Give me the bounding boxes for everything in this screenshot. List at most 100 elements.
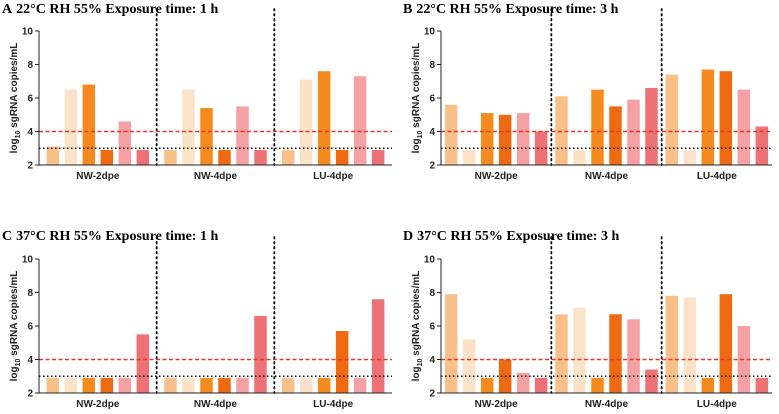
- bar-lu-4dpe-1: [281, 377, 295, 393]
- y-tick-label: 2: [27, 161, 33, 172]
- category-label: LU-4dpe: [313, 399, 353, 410]
- bar-lu-4dpe-4: [719, 294, 733, 393]
- bar-nw-2dpe-1: [46, 146, 60, 165]
- y-tick-label: 6: [27, 322, 33, 333]
- bar-nw-4dpe-6: [254, 315, 267, 393]
- y-tick-label: 6: [429, 94, 435, 105]
- category-label: NW-4dpe: [194, 171, 238, 182]
- bar-lu-4dpe-2: [683, 297, 697, 393]
- bar-nw-2dpe-3: [82, 84, 96, 165]
- bar-lu-4dpe-2: [683, 149, 697, 165]
- bar-nw-2dpe-5: [118, 121, 132, 165]
- bar-lu-4dpe-2: [299, 79, 313, 165]
- y-label-log: log: [9, 366, 20, 381]
- y-label-rest: sgRNA copies/mL: [9, 43, 20, 131]
- bar-nw-4dpe-3: [591, 377, 604, 393]
- y-tick-label: 8: [429, 288, 435, 299]
- bar-lu-4dpe-1: [665, 74, 679, 165]
- bar-nw-4dpe-1: [555, 96, 568, 165]
- y-label-subscript: 10: [417, 358, 424, 366]
- panel-letter: B: [403, 2, 412, 17]
- y-tick-label: 10: [424, 255, 436, 266]
- panel-title: D 37°C RH 55% Exposure time: 3 h: [403, 229, 619, 244]
- bar-nw-4dpe-4: [218, 149, 231, 165]
- bar-lu-4dpe-2: [299, 377, 313, 393]
- y-tick-label: 10: [22, 27, 34, 38]
- bar-nw-4dpe-2: [573, 149, 586, 165]
- y-label-subscript: 10: [15, 130, 22, 138]
- bar-nw-2dpe-3: [480, 113, 494, 165]
- bar-nw-2dpe-3: [480, 377, 494, 393]
- bar-nw-2dpe-2: [462, 149, 476, 165]
- bar-nw-2dpe-6: [534, 377, 548, 393]
- y-label-log: log: [411, 366, 422, 381]
- bar-nw-2dpe-4: [498, 114, 512, 165]
- bar-nw-2dpe-6: [136, 149, 150, 165]
- bar-nw-4dpe-3: [200, 377, 213, 393]
- bar-nw-4dpe-4: [609, 314, 622, 393]
- y-tick-label: 6: [429, 322, 435, 333]
- bar-nw-4dpe-3: [200, 108, 213, 165]
- bar-lu-4dpe-4: [335, 331, 349, 393]
- bar-lu-4dpe-6: [371, 149, 385, 165]
- bar-nw-4dpe-6: [645, 369, 658, 393]
- bar-nw-2dpe-1: [46, 377, 60, 393]
- bar-lu-4dpe-3: [317, 377, 331, 393]
- y-tick-label: 6: [27, 94, 33, 105]
- category-label: LU-4dpe: [697, 171, 737, 182]
- bar-nw-2dpe-1: [444, 294, 458, 393]
- y-axis-label: log10 sgRNA copies/mL: [411, 271, 424, 382]
- y-tick-label: 4: [429, 355, 435, 366]
- bar-nw-2dpe-4: [100, 149, 114, 165]
- category-label: LU-4dpe: [313, 171, 353, 182]
- bar-nw-4dpe-5: [236, 377, 249, 393]
- bar-nw-4dpe-1: [555, 314, 568, 393]
- bar-nw-2dpe-1: [444, 104, 458, 165]
- bar-lu-4dpe-3: [701, 377, 715, 393]
- y-label-rest: sgRNA copies/mL: [411, 271, 422, 359]
- category-label: NW-2dpe: [475, 171, 519, 182]
- category-label: NW-4dpe: [194, 399, 238, 410]
- bar-lu-4dpe-4: [719, 71, 733, 165]
- bar-lu-4dpe-5: [737, 89, 751, 165]
- bar-lu-4dpe-3: [701, 69, 715, 165]
- category-label: LU-4dpe: [697, 399, 737, 410]
- bar-nw-2dpe-6: [136, 334, 150, 393]
- bar-nw-4dpe-6: [645, 87, 658, 165]
- bar-nw-2dpe-2: [64, 89, 78, 165]
- y-axis-label: log10 sgRNA copies/mL: [9, 271, 22, 382]
- y-label-log: log: [411, 138, 422, 153]
- panel-title: C 37°C RH 55% Exposure time: 1 h: [2, 229, 218, 244]
- y-tick-label: 10: [22, 255, 34, 266]
- bar-nw-4dpe-5: [627, 319, 640, 393]
- bar-lu-4dpe-3: [317, 71, 331, 165]
- bar-nw-4dpe-1: [164, 377, 177, 393]
- panel-title-text: 37°C RH 55% Exposure time: 1 h: [16, 229, 218, 244]
- y-label-subscript: 10: [417, 130, 424, 138]
- bar-nw-2dpe-2: [462, 339, 476, 393]
- bar-lu-4dpe-6: [755, 377, 769, 393]
- panel-title: A 22°C RH 55% Exposure time: 1 h: [2, 2, 218, 17]
- bar-nw-2dpe-5: [516, 372, 530, 393]
- bar-lu-4dpe-5: [353, 377, 367, 393]
- panel-title-text: 37°C RH 55% Exposure time: 3 h: [417, 229, 619, 244]
- y-tick-label: 8: [27, 288, 33, 299]
- bar-nw-2dpe-3: [82, 377, 96, 393]
- y-tick-label: 4: [27, 355, 33, 366]
- panel-letter: C: [2, 229, 12, 244]
- y-tick-label: 4: [27, 127, 33, 138]
- category-label: NW-2dpe: [76, 399, 120, 410]
- bar-nw-4dpe-4: [218, 377, 231, 393]
- y-tick-label: 2: [27, 389, 33, 400]
- bar-lu-4dpe-1: [281, 149, 295, 165]
- bar-nw-2dpe-2: [64, 377, 78, 393]
- y-label-rest: sgRNA copies/mL: [411, 43, 422, 131]
- y-axis-label: log10 sgRNA copies/mL: [411, 43, 424, 154]
- bar-nw-4dpe-3: [591, 89, 604, 165]
- bar-nw-4dpe-2: [182, 89, 195, 165]
- panel-c: C 37°C RH 55% Exposure time: 1 h log10 sgR…: [2, 229, 392, 410]
- y-label-subscript: 10: [15, 358, 22, 366]
- bar-nw-4dpe-6: [254, 149, 267, 165]
